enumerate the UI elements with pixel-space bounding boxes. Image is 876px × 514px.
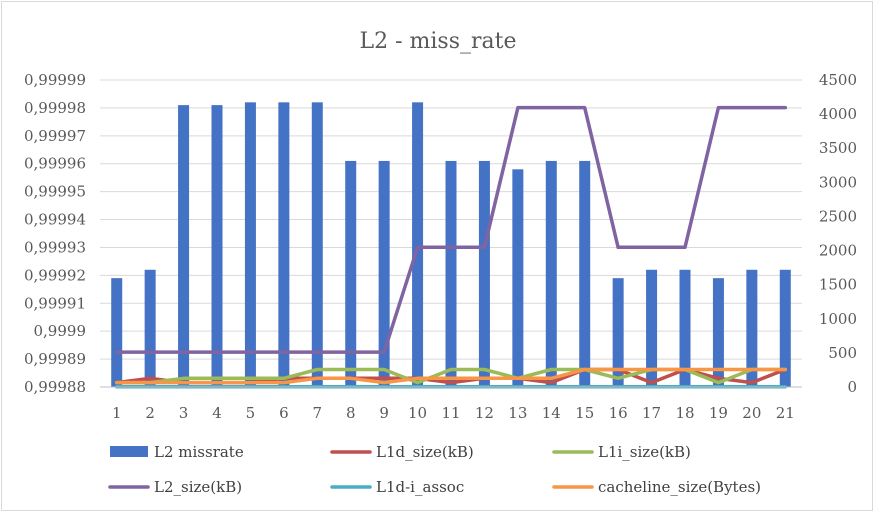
bar: [144, 269, 156, 387]
y-right-tick-label: 2500: [819, 207, 857, 225]
y-right-tick-label: 500: [828, 344, 857, 362]
bar: [512, 169, 524, 387]
x-tick-label: 9: [379, 404, 389, 422]
x-tick-label: 15: [575, 404, 594, 422]
bar: [111, 278, 123, 387]
y-left-tick-label: 0,99993: [24, 238, 86, 256]
bar: [345, 160, 357, 387]
y-left-tick-label: 0,99995: [24, 183, 86, 201]
x-tick-label: 12: [475, 404, 494, 422]
y-left-tick-label: 0,99994: [24, 211, 86, 229]
y-left-tick-label: 0,99992: [24, 266, 86, 284]
legend-label: L2 missrate: [154, 443, 244, 461]
bar: [478, 160, 490, 387]
bar: [211, 105, 223, 388]
bar-series: [111, 102, 791, 388]
bar: [378, 160, 390, 387]
y-right-tick-label: 1500: [819, 276, 857, 294]
x-tick-label: 3: [179, 404, 189, 422]
axes: 0,99988 0,99989 0,9999 0,99991 0,99992 0,9999…: [24, 71, 857, 422]
bar: [178, 105, 190, 388]
bar: [746, 269, 758, 387]
x-tick-label: 20: [742, 404, 761, 422]
legend-label: L2_size(kB): [154, 478, 242, 496]
y-left-tick-label: 0,99991: [24, 294, 86, 312]
bar: [579, 160, 591, 387]
y-left-tick-label: 0,99998: [24, 99, 86, 117]
x-tick-label: 5: [246, 404, 256, 422]
bar: [278, 102, 290, 387]
legend: L2 missrate L1d_size(kB) L1i_size(kB) L2_si…: [108, 443, 761, 496]
chart-title: L2 - miss_rate: [360, 29, 517, 54]
x-tick-label: 21: [776, 404, 795, 422]
x-tick-label: 6: [279, 404, 289, 422]
bar: [445, 160, 457, 387]
y-left-tick-label: 0,9999: [34, 322, 87, 340]
y-right-tick-label: 1000: [819, 310, 857, 328]
y-left-tick-label: 0,99988: [24, 378, 86, 396]
x-tick-label: 14: [542, 404, 561, 422]
legend-swatch: [110, 446, 148, 457]
legend-label: cacheline_size(Bytes): [598, 478, 761, 496]
y-right-tick-label: 3500: [819, 139, 857, 157]
legend-label: L1i_size(kB): [598, 443, 691, 461]
legend-label: L1d-i_assoc: [376, 478, 464, 496]
x-tick-label: 1: [112, 404, 122, 422]
bar: [679, 269, 691, 387]
x-tick-label: 16: [609, 404, 628, 422]
x-tick-label: 8: [346, 404, 356, 422]
x-tick-label: 13: [508, 404, 527, 422]
x-tick-label: 10: [408, 404, 427, 422]
bar: [779, 269, 791, 387]
x-tick-label: 17: [642, 404, 661, 422]
y-right-tick-label: 4500: [819, 71, 857, 89]
bar: [545, 160, 557, 387]
series-line: [114, 105, 788, 354]
y-right-tick-label: 3000: [819, 173, 857, 191]
bar: [244, 102, 256, 387]
x-tick-label: 2: [145, 404, 155, 422]
legend-label: L1d_size(kB): [376, 443, 474, 461]
y-right-tick-label: 2000: [819, 242, 857, 260]
y-right-tick-label: 4000: [819, 105, 857, 123]
y-left-tick-label: 0,99999: [24, 71, 86, 89]
bar: [311, 102, 323, 387]
series-line: [114, 367, 788, 385]
x-tick-label: 4: [212, 404, 222, 422]
y-left-tick-label: 0,99989: [24, 350, 86, 368]
x-tick-label: 18: [675, 404, 694, 422]
x-tick-label: 7: [313, 404, 323, 422]
bar: [646, 269, 658, 387]
y-right-tick-label: 0: [847, 378, 857, 396]
bar: [712, 278, 724, 387]
y-left-tick-label: 0,99997: [24, 127, 86, 145]
bar: [612, 278, 624, 387]
x-tick-label: 19: [709, 404, 728, 422]
x-tick-label: 11: [441, 404, 460, 422]
bar: [412, 102, 424, 387]
y-left-tick-label: 0,99996: [24, 155, 86, 173]
